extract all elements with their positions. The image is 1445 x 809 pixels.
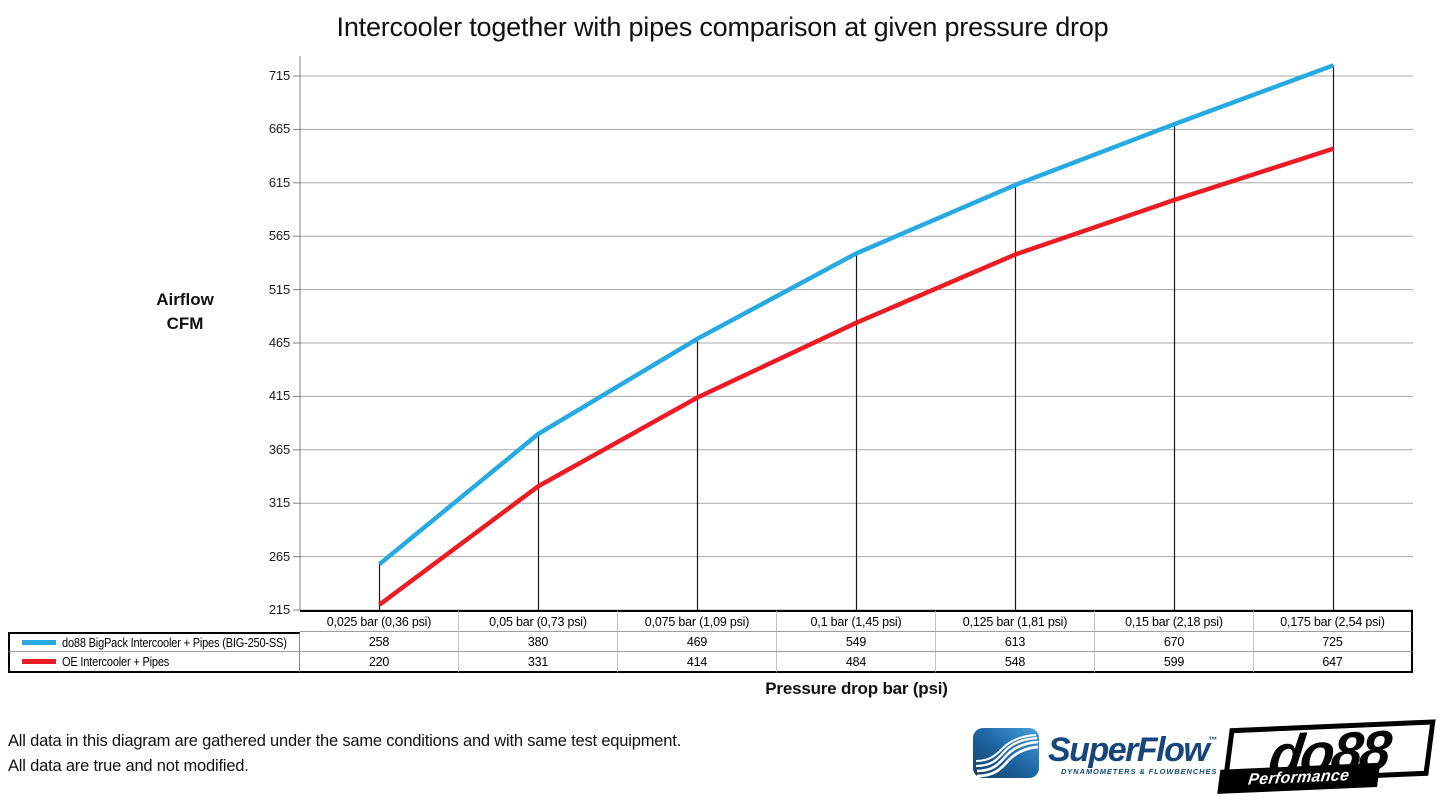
- footer-note-line1: All data in this diagram are gathered un…: [8, 732, 681, 750]
- y-axis-title: Airflow CFM: [125, 288, 245, 336]
- do88-logo: do88 Performance: [1217, 718, 1436, 794]
- series-line-do88: [378, 63, 1335, 566]
- y-tick-label-215: 215: [268, 602, 290, 617]
- footer-note-line2: All data are true and not modified.: [8, 757, 249, 775]
- x-category-label: 0,05 bar (0,73 psi): [459, 610, 618, 632]
- chart-plot-area: [293, 56, 1413, 611]
- y-tick-label-665: 665: [268, 121, 290, 137]
- y-tick-label-315: 315: [268, 495, 290, 511]
- superflow-tagline: DYNAMOMETERS & FLOWBENCHES: [1060, 767, 1218, 776]
- legend-swatch-oe: [22, 659, 56, 664]
- x-category-label: 0,125 bar (1,81 psi): [936, 610, 1095, 632]
- table-value-cell: 414: [618, 652, 777, 673]
- table-value-cell: 380: [459, 632, 618, 652]
- table-value-cell: 220: [300, 652, 459, 673]
- y-tick-label-265: 265: [268, 548, 290, 564]
- y-tick-label-565: 565: [268, 228, 290, 244]
- series-name: do88 BigPack Intercooler + Pipes (BIG-25…: [62, 635, 287, 650]
- table-value-cell: 548: [936, 652, 1095, 673]
- x-category-label: 0,025 bar (0,36 psi): [300, 610, 459, 632]
- x-category-label: 0,1 bar (1,45 psi): [777, 610, 936, 632]
- y-tick-label-365: 365: [268, 441, 290, 457]
- superflow-wordmark-block: SuperFlow™ DYNAMOMETERS & FLOWBENCHES: [1048, 731, 1217, 776]
- x-category-label: 0,075 bar (1,09 psi): [618, 610, 777, 632]
- y-axis-title-line1: Airflow: [156, 290, 214, 309]
- series-line-oe: [378, 146, 1335, 607]
- table-corner-cell: [8, 610, 300, 632]
- chart-data-table: 0,025 bar (0,36 psi) 0,05 bar (0,73 psi) 0…: [8, 610, 1413, 673]
- series-name: OE Intercooler + Pipes: [62, 654, 170, 669]
- superflow-swoosh-icon: [973, 728, 1039, 778]
- y-tick-label-415: 415: [268, 388, 290, 404]
- y-tick-label-715: 715: [268, 68, 290, 83]
- table-value-cell: 670: [1095, 632, 1254, 652]
- table-value-cell: 469: [618, 632, 777, 652]
- table-value-cell: 549: [777, 632, 936, 652]
- table-value-cell: 725: [1254, 632, 1413, 652]
- y-tick-label-515: 515: [268, 281, 290, 297]
- table-value-cell: 599: [1095, 652, 1254, 673]
- chart-title: Intercooler together with pipes comparis…: [336, 12, 1109, 42]
- y-tick-label-615: 615: [268, 174, 290, 190]
- table-value-cell: 331: [459, 652, 618, 673]
- superflow-logo: SuperFlow™ DYNAMOMETERS & FLOWBENCHES: [972, 727, 1217, 787]
- do88-performance-label: Performance: [1247, 767, 1351, 789]
- superflow-trademark-symbol: ™: [1208, 735, 1218, 745]
- table-value-cell: 613: [936, 632, 1095, 652]
- legend-item-oe: OE Intercooler + Pipes: [8, 652, 300, 673]
- table-value-cell: 484: [777, 652, 936, 673]
- superflow-wordmark: SuperFlow: [1048, 731, 1210, 769]
- x-category-label: 0,175 bar (2,54 psi): [1254, 610, 1413, 632]
- table-value-cell: 258: [300, 632, 459, 652]
- x-category-label: 0,15 bar (2,18 psi): [1095, 610, 1254, 632]
- table-value-cell: 647: [1254, 652, 1413, 673]
- legend-swatch-do88: [22, 640, 56, 645]
- legend-item-do88: do88 BigPack Intercooler + Pipes (BIG-25…: [8, 632, 300, 652]
- x-axis-title: Pressure drop bar (psi): [765, 679, 948, 698]
- y-tick-label-465: 465: [268, 335, 290, 350]
- y-axis-title-line2: CFM: [166, 314, 204, 333]
- footer-note: All data in this diagram are gathered un…: [8, 729, 681, 779]
